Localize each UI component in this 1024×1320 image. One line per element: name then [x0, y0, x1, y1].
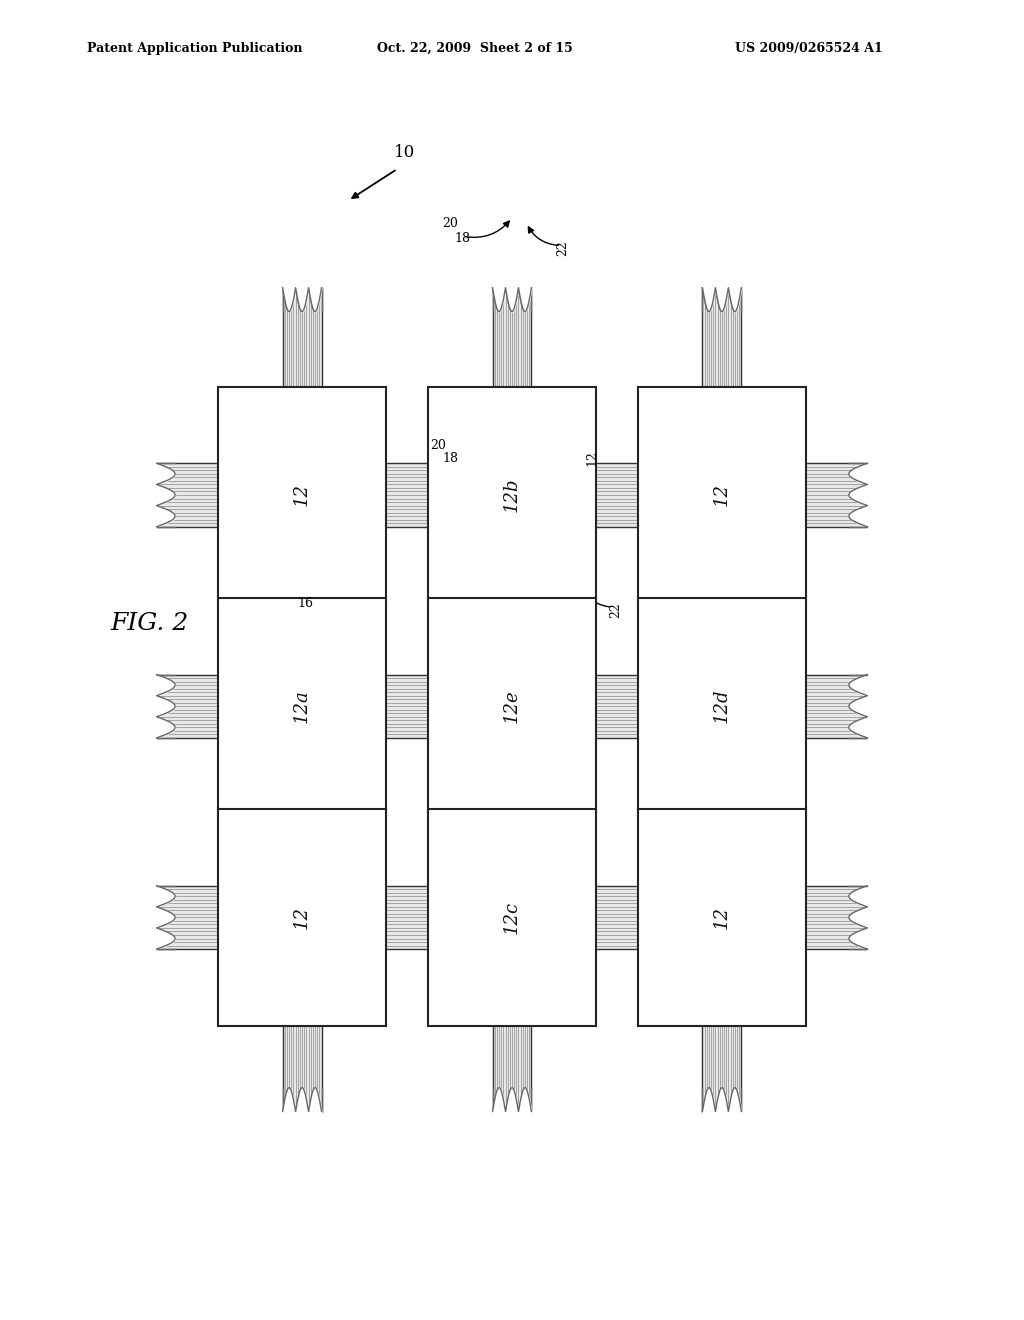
- Bar: [638, 809, 806, 1026]
- Text: 12c: 12c: [503, 900, 521, 935]
- Text: Oct. 22, 2009  Sheet 2 of 15: Oct. 22, 2009 Sheet 2 of 15: [377, 42, 572, 55]
- Text: 22: 22: [556, 240, 569, 256]
- Text: 22: 22: [609, 602, 623, 618]
- Bar: [428, 598, 596, 814]
- Text: 16: 16: [297, 597, 313, 610]
- Bar: [428, 387, 596, 603]
- Text: Patent Application Publication: Patent Application Publication: [87, 42, 302, 55]
- Text: 12: 12: [586, 450, 599, 466]
- Text: 12d: 12d: [713, 689, 731, 723]
- Bar: [218, 598, 386, 814]
- Bar: [218, 387, 386, 603]
- Text: FIG. 2: FIG. 2: [111, 611, 188, 635]
- Bar: [638, 598, 806, 814]
- Bar: [428, 809, 596, 1026]
- Text: 12e: 12e: [503, 689, 521, 723]
- Text: 12: 12: [713, 906, 731, 929]
- Text: 18: 18: [442, 451, 459, 465]
- Text: US 2009/0265524 A1: US 2009/0265524 A1: [735, 42, 883, 55]
- Text: 12b: 12b: [503, 478, 521, 512]
- Bar: [638, 387, 806, 603]
- Text: 12a: 12a: [293, 689, 311, 723]
- Text: 18: 18: [455, 231, 471, 244]
- Text: 10: 10: [394, 144, 416, 161]
- Text: 12: 12: [713, 483, 731, 507]
- Text: 12: 12: [293, 483, 311, 507]
- Bar: [218, 809, 386, 1026]
- Text: 12: 12: [293, 906, 311, 929]
- Text: 20: 20: [430, 438, 446, 451]
- Text: 20: 20: [442, 216, 459, 230]
